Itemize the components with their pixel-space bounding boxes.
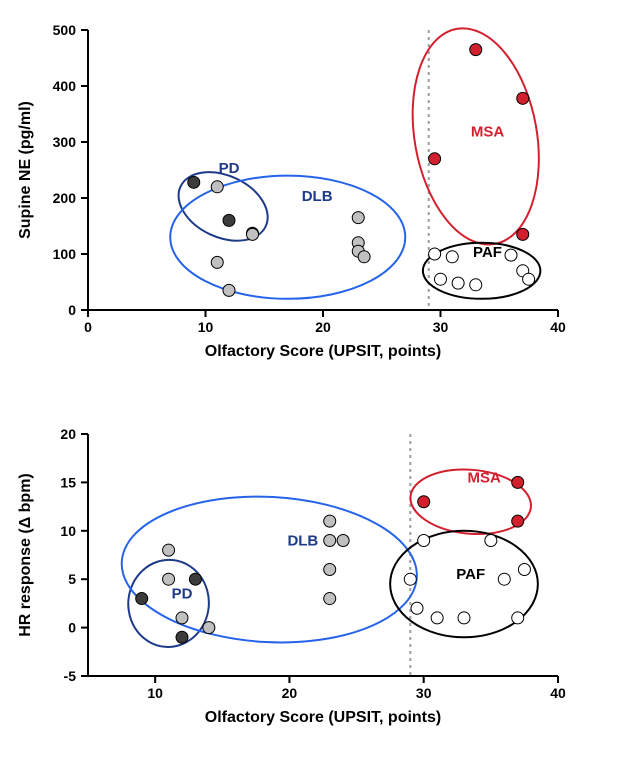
- bottom-panel: PD DLB MSA PAF 10 20 30 40 -5 0 5 10 15 20 Olfactory S…: [17, 426, 566, 726]
- point-dlb: [247, 228, 259, 240]
- point-dlb: [324, 534, 336, 546]
- group-label-paf: PAF: [473, 244, 502, 261]
- group-label-pd: PD: [172, 586, 193, 603]
- xtick-label: 10: [147, 685, 163, 701]
- point-dlb: [211, 181, 223, 193]
- x-axis-title: Olfactory Score (UPSIT, points): [205, 709, 441, 726]
- group-label-dlb: DLB: [287, 532, 318, 549]
- point-paf: [523, 273, 535, 285]
- x-axis-title: Olfactory Score (UPSIT, points): [205, 343, 441, 360]
- xtick-label: 40: [550, 319, 566, 335]
- group-label-dlb: DLB: [302, 188, 333, 205]
- point-paf: [435, 273, 447, 285]
- point-paf: [470, 279, 482, 291]
- chart-canvas: PDDLBMSAPAF0102030400100200300400500Olfa…: [0, 0, 618, 756]
- point-msa: [512, 476, 524, 488]
- point-paf: [429, 248, 441, 260]
- point-dlb: [163, 573, 175, 585]
- ytick-label: 200: [53, 190, 77, 206]
- ytick-label: 15: [60, 474, 76, 490]
- point-paf: [458, 612, 470, 624]
- xtick-label: 30: [433, 319, 449, 335]
- group-label-msa: MSA: [471, 123, 505, 140]
- point-paf: [505, 249, 517, 261]
- point-dlb: [324, 564, 336, 576]
- point-msa: [512, 515, 524, 527]
- point-dlb: [324, 515, 336, 527]
- ytick-label: 400: [53, 78, 77, 94]
- ytick-label: 5: [68, 571, 76, 587]
- point-msa: [517, 92, 529, 104]
- point-msa: [517, 228, 529, 240]
- point-pd: [176, 631, 188, 643]
- point-paf: [512, 612, 524, 624]
- xtick-label: 40: [550, 685, 566, 701]
- ytick-label: 500: [53, 22, 77, 38]
- point-paf: [498, 573, 510, 585]
- xtick-label: 10: [198, 319, 214, 335]
- point-pd: [189, 573, 201, 585]
- point-paf: [411, 602, 423, 614]
- top-panel: PDDLBMSAPAF0102030400100200300400500Olfa…: [17, 18, 566, 360]
- ytick-label: 0: [68, 302, 76, 318]
- ytick-label: 300: [53, 134, 77, 150]
- xtick-label: 20: [315, 319, 331, 335]
- point-pd: [136, 593, 148, 605]
- y-axis-title: Supine NE (pg/ml): [17, 101, 34, 239]
- point-dlb: [163, 544, 175, 556]
- point-msa: [418, 496, 430, 508]
- group-label-pd: PD: [219, 160, 240, 177]
- group-label-paf: PAF: [456, 566, 485, 583]
- point-paf: [404, 573, 416, 585]
- point-msa: [470, 44, 482, 56]
- xtick-label: 30: [416, 685, 432, 701]
- ytick-label: 0: [68, 620, 76, 636]
- point-pd: [188, 176, 200, 188]
- point-paf: [452, 277, 464, 289]
- point-paf: [431, 612, 443, 624]
- group-label-msa: MSA: [467, 469, 501, 486]
- point-paf: [446, 251, 458, 263]
- point-paf: [518, 564, 530, 576]
- ytick-label: 10: [60, 523, 76, 539]
- point-dlb: [352, 212, 364, 224]
- point-paf: [418, 534, 430, 546]
- ytick-label: -5: [64, 668, 77, 684]
- xtick-label: 0: [84, 319, 92, 335]
- point-dlb: [337, 534, 349, 546]
- point-dlb: [176, 612, 188, 624]
- ytick-label: 20: [60, 426, 76, 442]
- point-pd: [223, 214, 235, 226]
- ytick-label: 100: [53, 246, 77, 262]
- point-dlb: [223, 284, 235, 296]
- point-paf: [485, 534, 497, 546]
- y-axis-title: HR response (Δ bpm): [17, 473, 34, 637]
- point-dlb: [203, 622, 215, 634]
- point-dlb: [358, 251, 370, 263]
- point-msa: [429, 153, 441, 165]
- xtick-label: 20: [282, 685, 298, 701]
- point-dlb: [211, 256, 223, 268]
- point-dlb: [324, 593, 336, 605]
